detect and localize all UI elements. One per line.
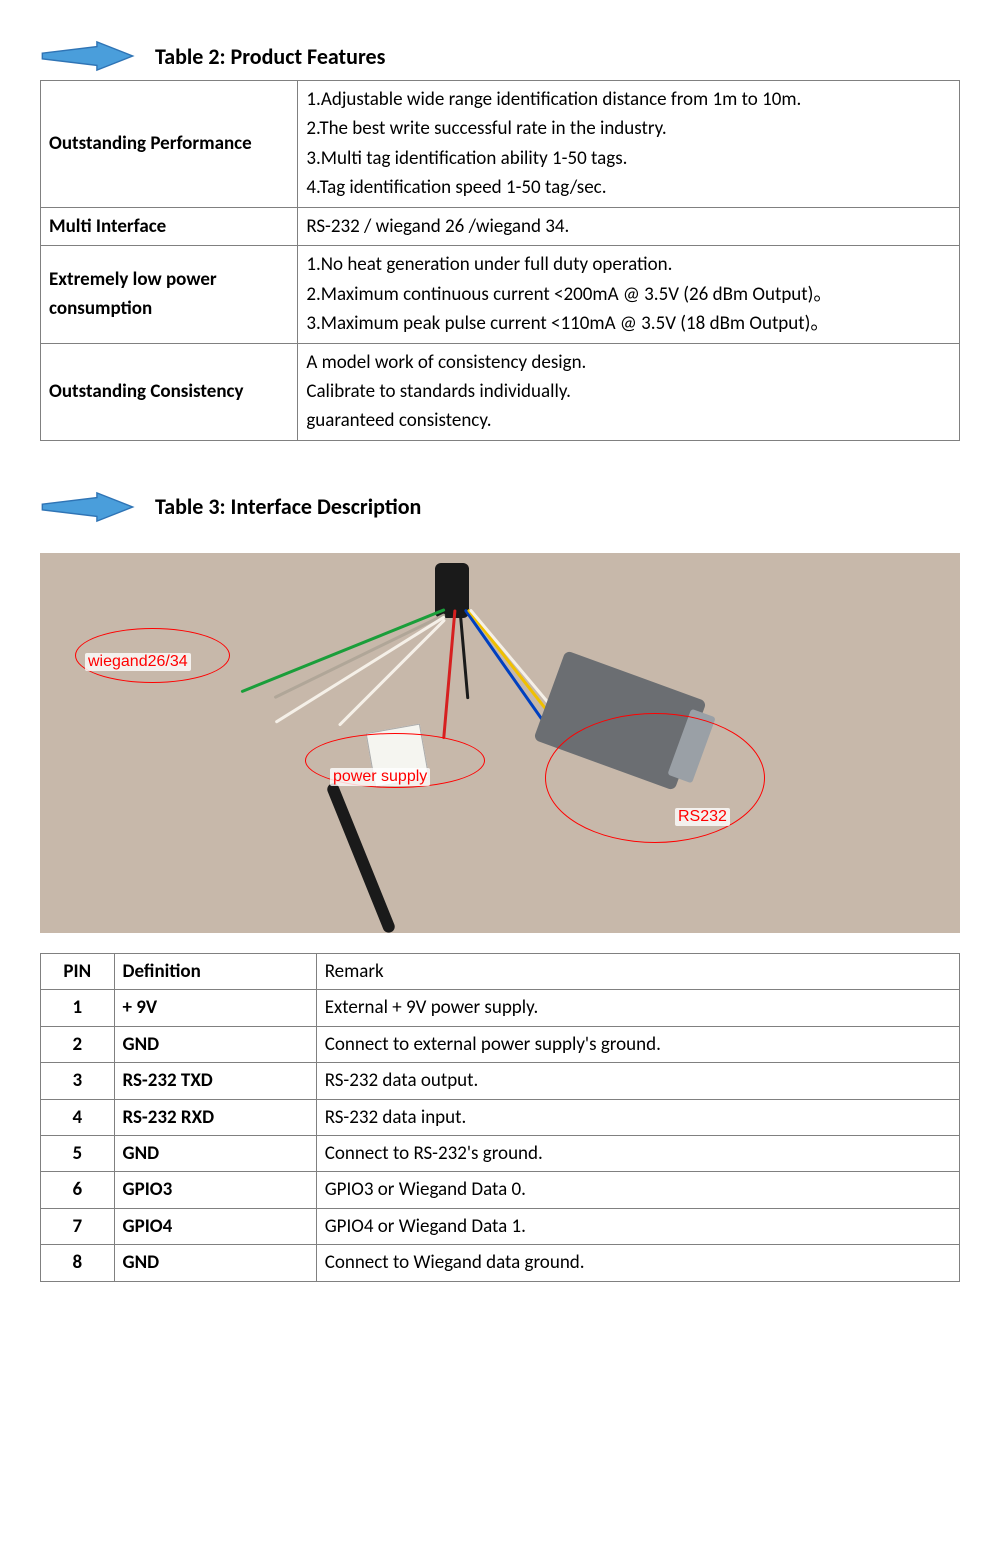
table-row: Outstanding Performance1.Adjustable wide… [41, 81, 960, 208]
feature-label: Outstanding Performance [41, 81, 298, 208]
product-features-table: Outstanding Performance1.Adjustable wide… [40, 80, 960, 441]
def-cell: RS-232 RXD [114, 1099, 316, 1135]
table-row: Extremely low power consumption1.No heat… [41, 246, 960, 343]
remark-cell: GPIO4 or Wiegand Data 1. [316, 1208, 959, 1244]
remark-cell: GPIO3 or Wiegand Data 0. [316, 1172, 959, 1208]
wire [459, 609, 470, 699]
interface-photo: wiegand26/34 power supply RS232 [40, 553, 960, 933]
photo-annotation: power supply [330, 768, 331, 769]
feature-label: Multi Interface [41, 207, 298, 245]
feature-label: Outstanding Consistency [41, 343, 298, 440]
table3-title: Table 3: Interface Description [155, 493, 421, 520]
table-row: 2GNDConnect to external power supply's g… [41, 1026, 960, 1062]
wire [274, 613, 446, 699]
table-row: 5GNDConnect to RS-232's ground. [41, 1136, 960, 1172]
def-cell: GPIO4 [114, 1208, 316, 1244]
photo-annotation: wiegand26/34 [85, 653, 86, 654]
remark-cell: Connect to RS-232's ground. [316, 1136, 959, 1172]
remark-cell: RS-232 data input. [316, 1099, 959, 1135]
pin-cell: 3 [41, 1063, 115, 1099]
def-cell: + 9V [114, 990, 316, 1026]
pin-cell: 6 [41, 1172, 115, 1208]
table-row: 4RS-232 RXDRS-232 data input. [41, 1099, 960, 1135]
pin-cell: 1 [41, 990, 115, 1026]
remark-cell: RS-232 data output. [316, 1063, 959, 1099]
table2-header: Table 2: Product Features [40, 40, 960, 72]
def-cell: GND [114, 1136, 316, 1172]
def-cell: GPIO3 [114, 1172, 316, 1208]
feature-desc: A model work of consistency design.Calib… [298, 343, 960, 440]
pin-cell: 7 [41, 1208, 115, 1244]
table2-title: Table 2: Product Features [155, 43, 385, 70]
table-row: Outstanding ConsistencyA model work of c… [41, 343, 960, 440]
arrow-right-icon [40, 40, 135, 72]
table-row: Multi InterfaceRS-232 / wiegand 26 /wieg… [41, 207, 960, 245]
photo-annotation: RS232 [675, 808, 676, 809]
def-cell: GND [114, 1026, 316, 1062]
feature-desc: 1.No heat generation under full duty ope… [298, 246, 960, 343]
pin-cell: 4 [41, 1099, 115, 1135]
table-row: 6GPIO3GPIO3 or Wiegand Data 0. [41, 1172, 960, 1208]
remark-cell: Connect to external power supply's groun… [316, 1026, 959, 1062]
power-cable [325, 781, 396, 932]
feature-label: Extremely low power consumption [41, 246, 298, 343]
feature-desc: RS-232 / wiegand 26 /wiegand 34. [298, 207, 960, 245]
def-col-header: Definition [114, 953, 316, 989]
arrow-right-icon [40, 491, 135, 523]
remark-cell: External + 9V power supply. [316, 990, 959, 1026]
table-row: 1+ 9VExternal + 9V power supply. [41, 990, 960, 1026]
table3-header: Table 3: Interface Description [40, 491, 960, 523]
pin-cell: 2 [41, 1026, 115, 1062]
remark-cell: Connect to Wiegand data ground. [316, 1245, 959, 1281]
remark-col-header: Remark [316, 953, 959, 989]
table-row: 3RS-232 TXDRS-232 data output. [41, 1063, 960, 1099]
table-row: 8GNDConnect to Wiegand data ground. [41, 1245, 960, 1281]
wire [442, 609, 456, 739]
feature-desc: 1.Adjustable wide range identification d… [298, 81, 960, 208]
def-cell: RS-232 TXD [114, 1063, 316, 1099]
pin-definition-table: PIN Definition Remark 1+ 9VExternal + 9V… [40, 953, 960, 1282]
def-cell: GND [114, 1245, 316, 1281]
pin-cell: 5 [41, 1136, 115, 1172]
pin-cell: 8 [41, 1245, 115, 1281]
table-row: 7GPIO4GPIO4 or Wiegand Data 1. [41, 1208, 960, 1244]
pin-col-header: PIN [41, 953, 115, 989]
